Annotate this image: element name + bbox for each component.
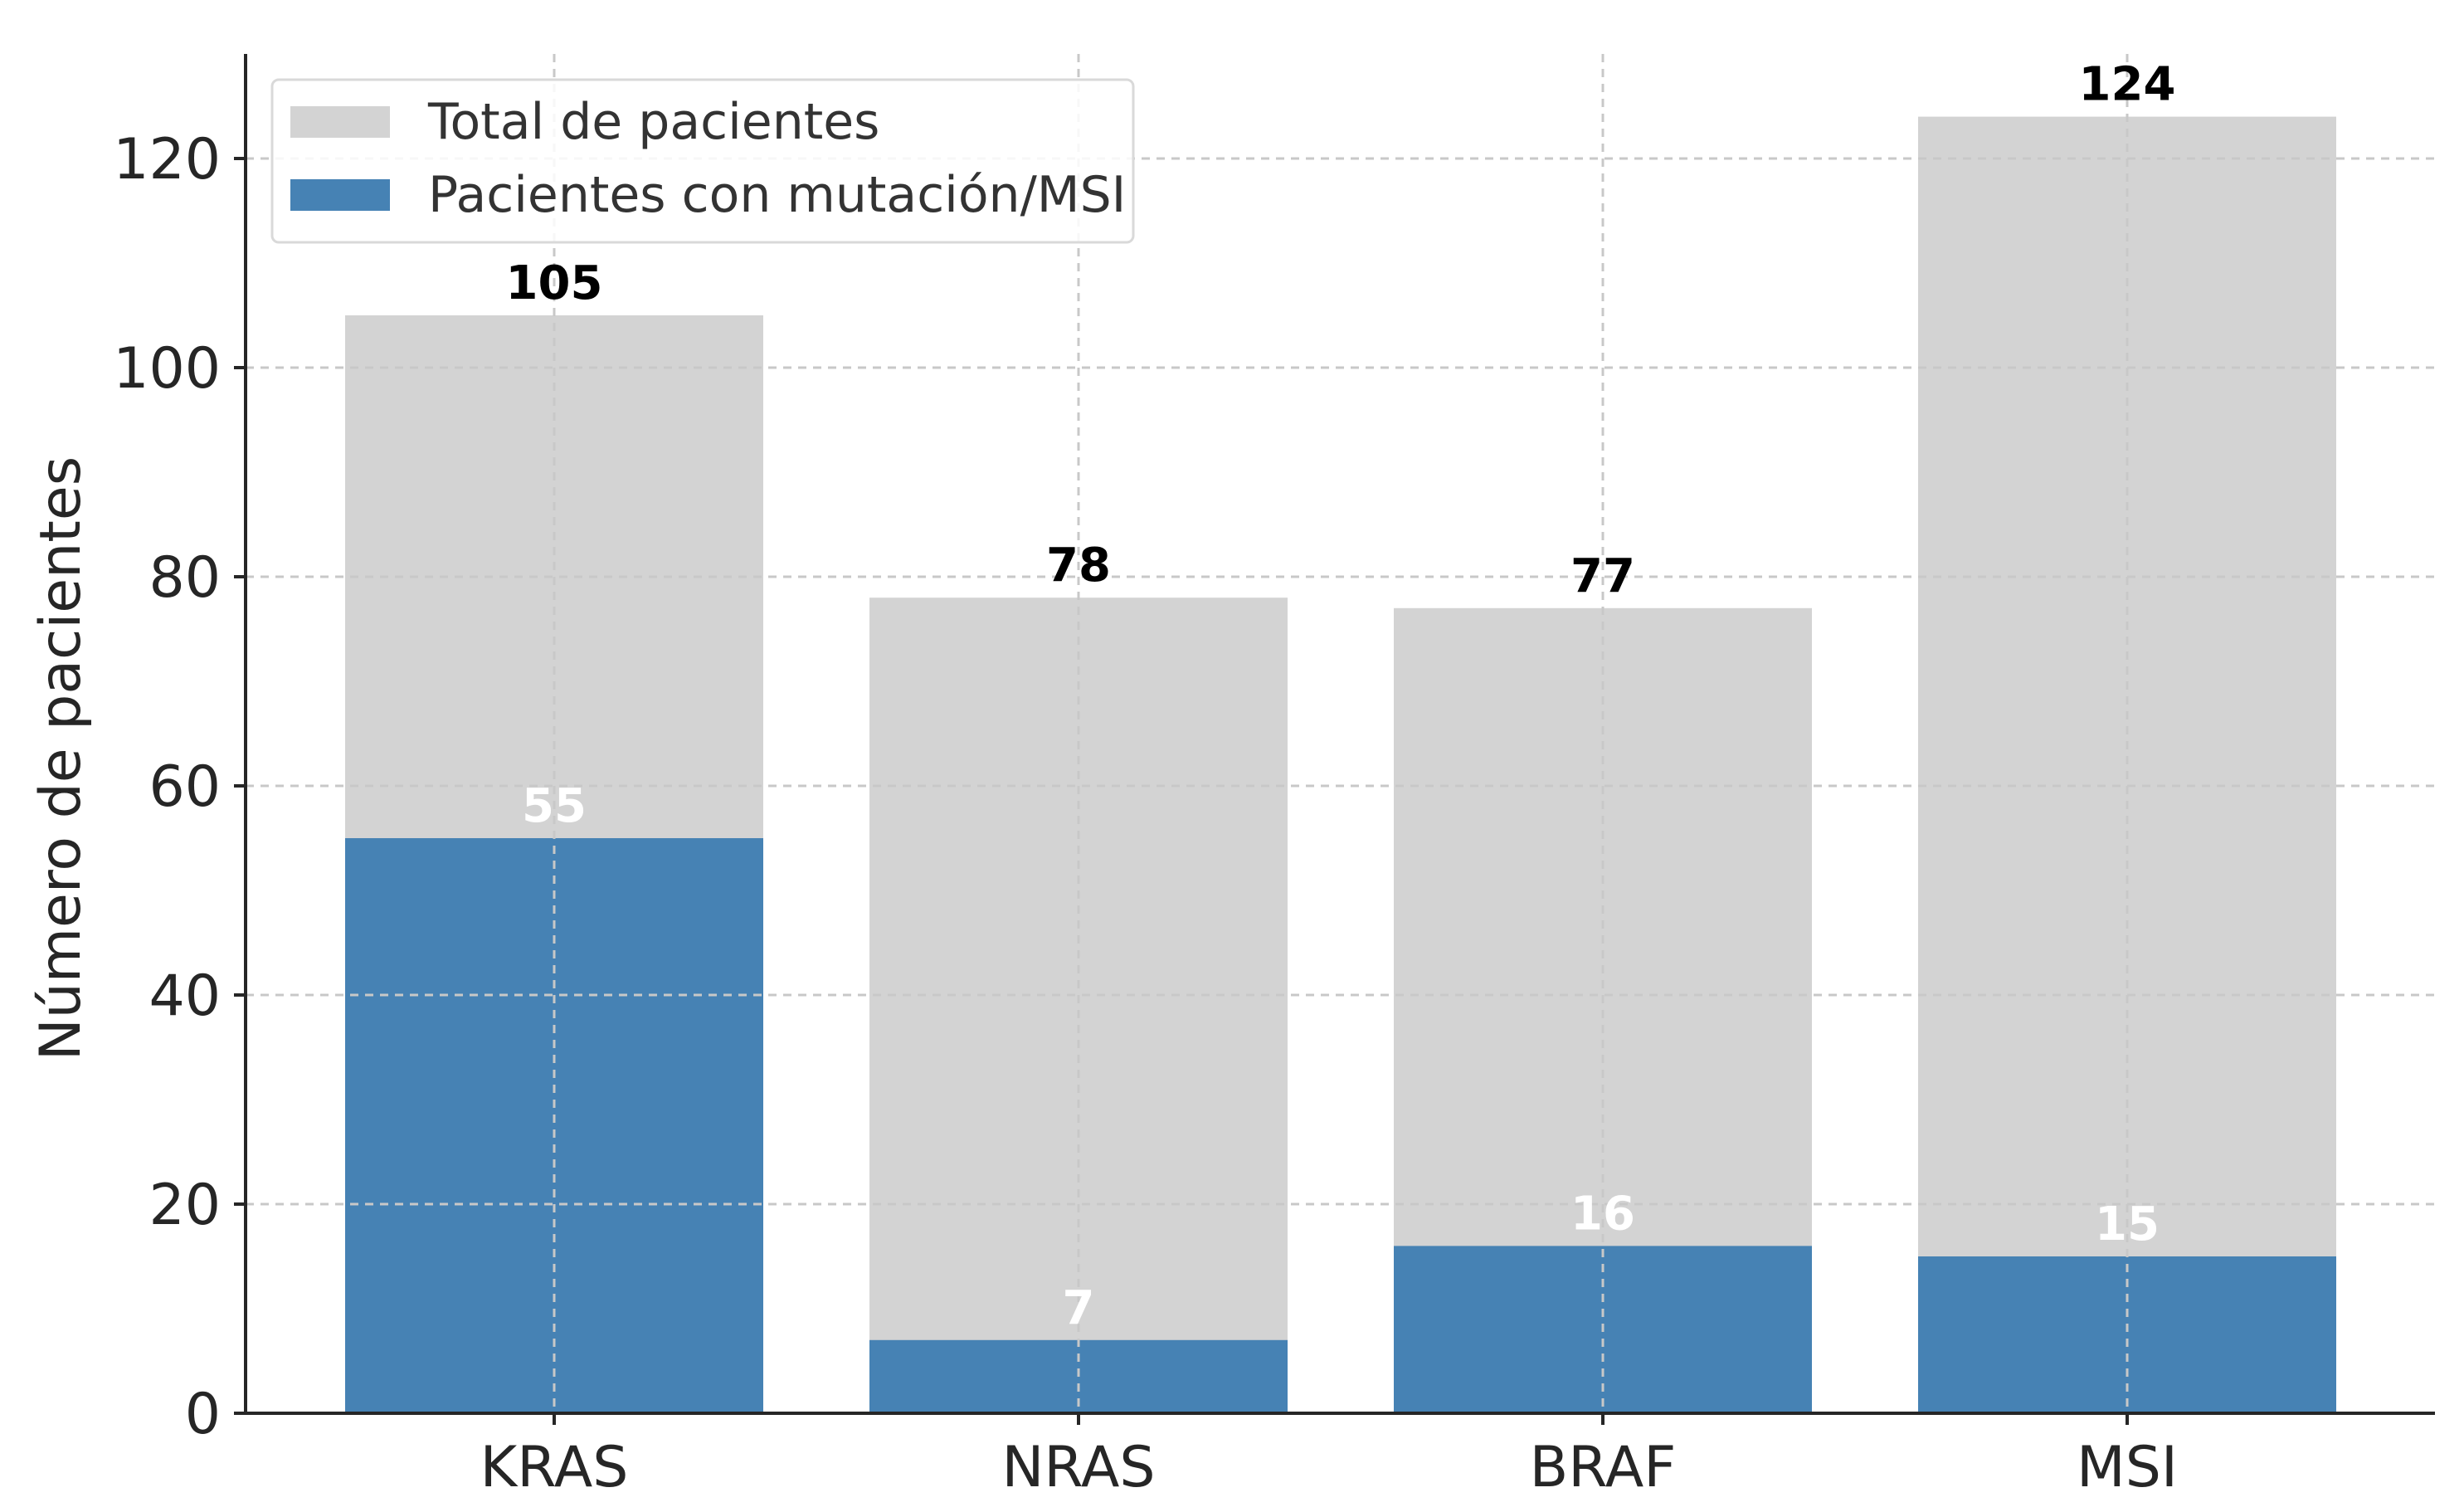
y-tick-label-120: 120 — [113, 127, 221, 193]
y-tick-label-100: 100 — [113, 336, 221, 402]
value-label-mutation-nras: 7 — [1063, 1281, 1095, 1335]
y-tick-label-60: 60 — [149, 754, 221, 820]
legend-swatch-total — [290, 106, 390, 138]
tick-labels: 0 20 40 60 80 100 120 KRAS NRAS BRAF MSI — [113, 127, 2178, 1500]
y-tick-label-40: 40 — [149, 963, 221, 1029]
value-label-mutation-msi: 15 — [2095, 1197, 2160, 1251]
bar-mutation-kras — [345, 838, 763, 1413]
axes — [234, 54, 2435, 1425]
x-tick-label-nras: NRAS — [1001, 1435, 1155, 1500]
y-tick-label-0: 0 — [185, 1382, 221, 1447]
bars — [345, 116, 2336, 1414]
value-label-total-braf: 77 — [1570, 549, 1635, 603]
legend-label-total: Total de pacientes — [427, 93, 879, 151]
x-tick-label-braf: BRAF — [1530, 1435, 1677, 1500]
value-label-mutation-kras: 55 — [522, 779, 587, 833]
legend: Total de pacientes Pacientes con mutació… — [270, 78, 1135, 244]
x-tick-label-kras: KRAS — [480, 1435, 629, 1500]
y-axis-title: Número de pacientes — [28, 456, 94, 1061]
y-tick-label-20: 20 — [149, 1173, 221, 1238]
value-label-total-msi: 124 — [2079, 58, 2176, 112]
value-label-total-kras: 105 — [506, 256, 603, 310]
x-tick-label-msi: MSI — [2077, 1435, 2178, 1500]
legend-label-mutation: Pacientes con mutación/MSI — [428, 166, 1126, 224]
y-tick-label-80: 80 — [149, 545, 221, 611]
value-label-mutation-braf: 16 — [1570, 1187, 1635, 1241]
legend-swatch-mutation — [290, 179, 390, 211]
legend-box — [270, 78, 1135, 244]
value-label-total-nras: 78 — [1046, 539, 1111, 593]
